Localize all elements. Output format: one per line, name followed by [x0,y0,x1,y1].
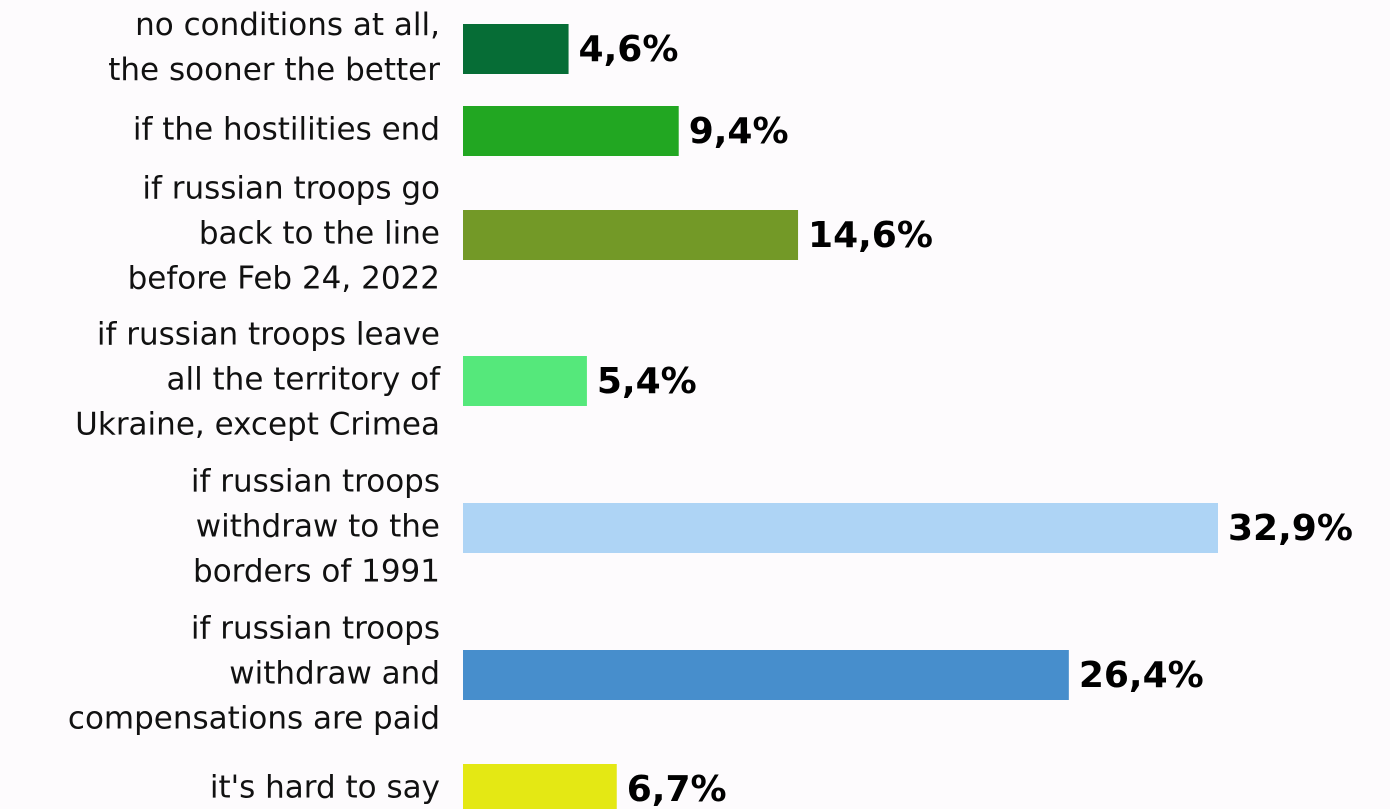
value-label: 6,7% [627,769,727,809]
bar [463,106,679,156]
category-label: if russian troops [191,464,440,500]
value-label: 5,4% [597,361,697,402]
category-label: no conditions at all, [135,7,440,43]
value-label: 4,6% [579,29,679,70]
bar [463,356,587,406]
category-label: if russian troops go [142,171,440,207]
category-label: if russian troops [191,611,440,647]
category-label: borders of 1991 [193,554,440,590]
category-label: the sooner the better [108,52,440,88]
value-label: 32,9% [1228,508,1353,549]
category-label: if the hostilities end [133,112,440,148]
value-label: 9,4% [689,111,789,152]
value-label: 26,4% [1079,655,1204,696]
value-label: 14,6% [808,215,933,256]
category-label: compensations are paid [68,701,440,737]
category-label: back to the line [199,216,440,252]
category-label: all the territory of [166,362,441,398]
category-label: if russian troops leave [97,317,440,353]
category-label: Ukraine, except Crimea [75,407,440,443]
bar [463,764,617,809]
bar [463,503,1218,553]
category-label: withdraw and [229,656,440,692]
bar [463,650,1069,700]
bar [463,24,569,74]
category-label: it's hard to say [210,770,440,806]
category-label: before Feb 24, 2022 [128,261,440,297]
bar [463,210,799,260]
category-label: withdraw to the [196,509,440,545]
